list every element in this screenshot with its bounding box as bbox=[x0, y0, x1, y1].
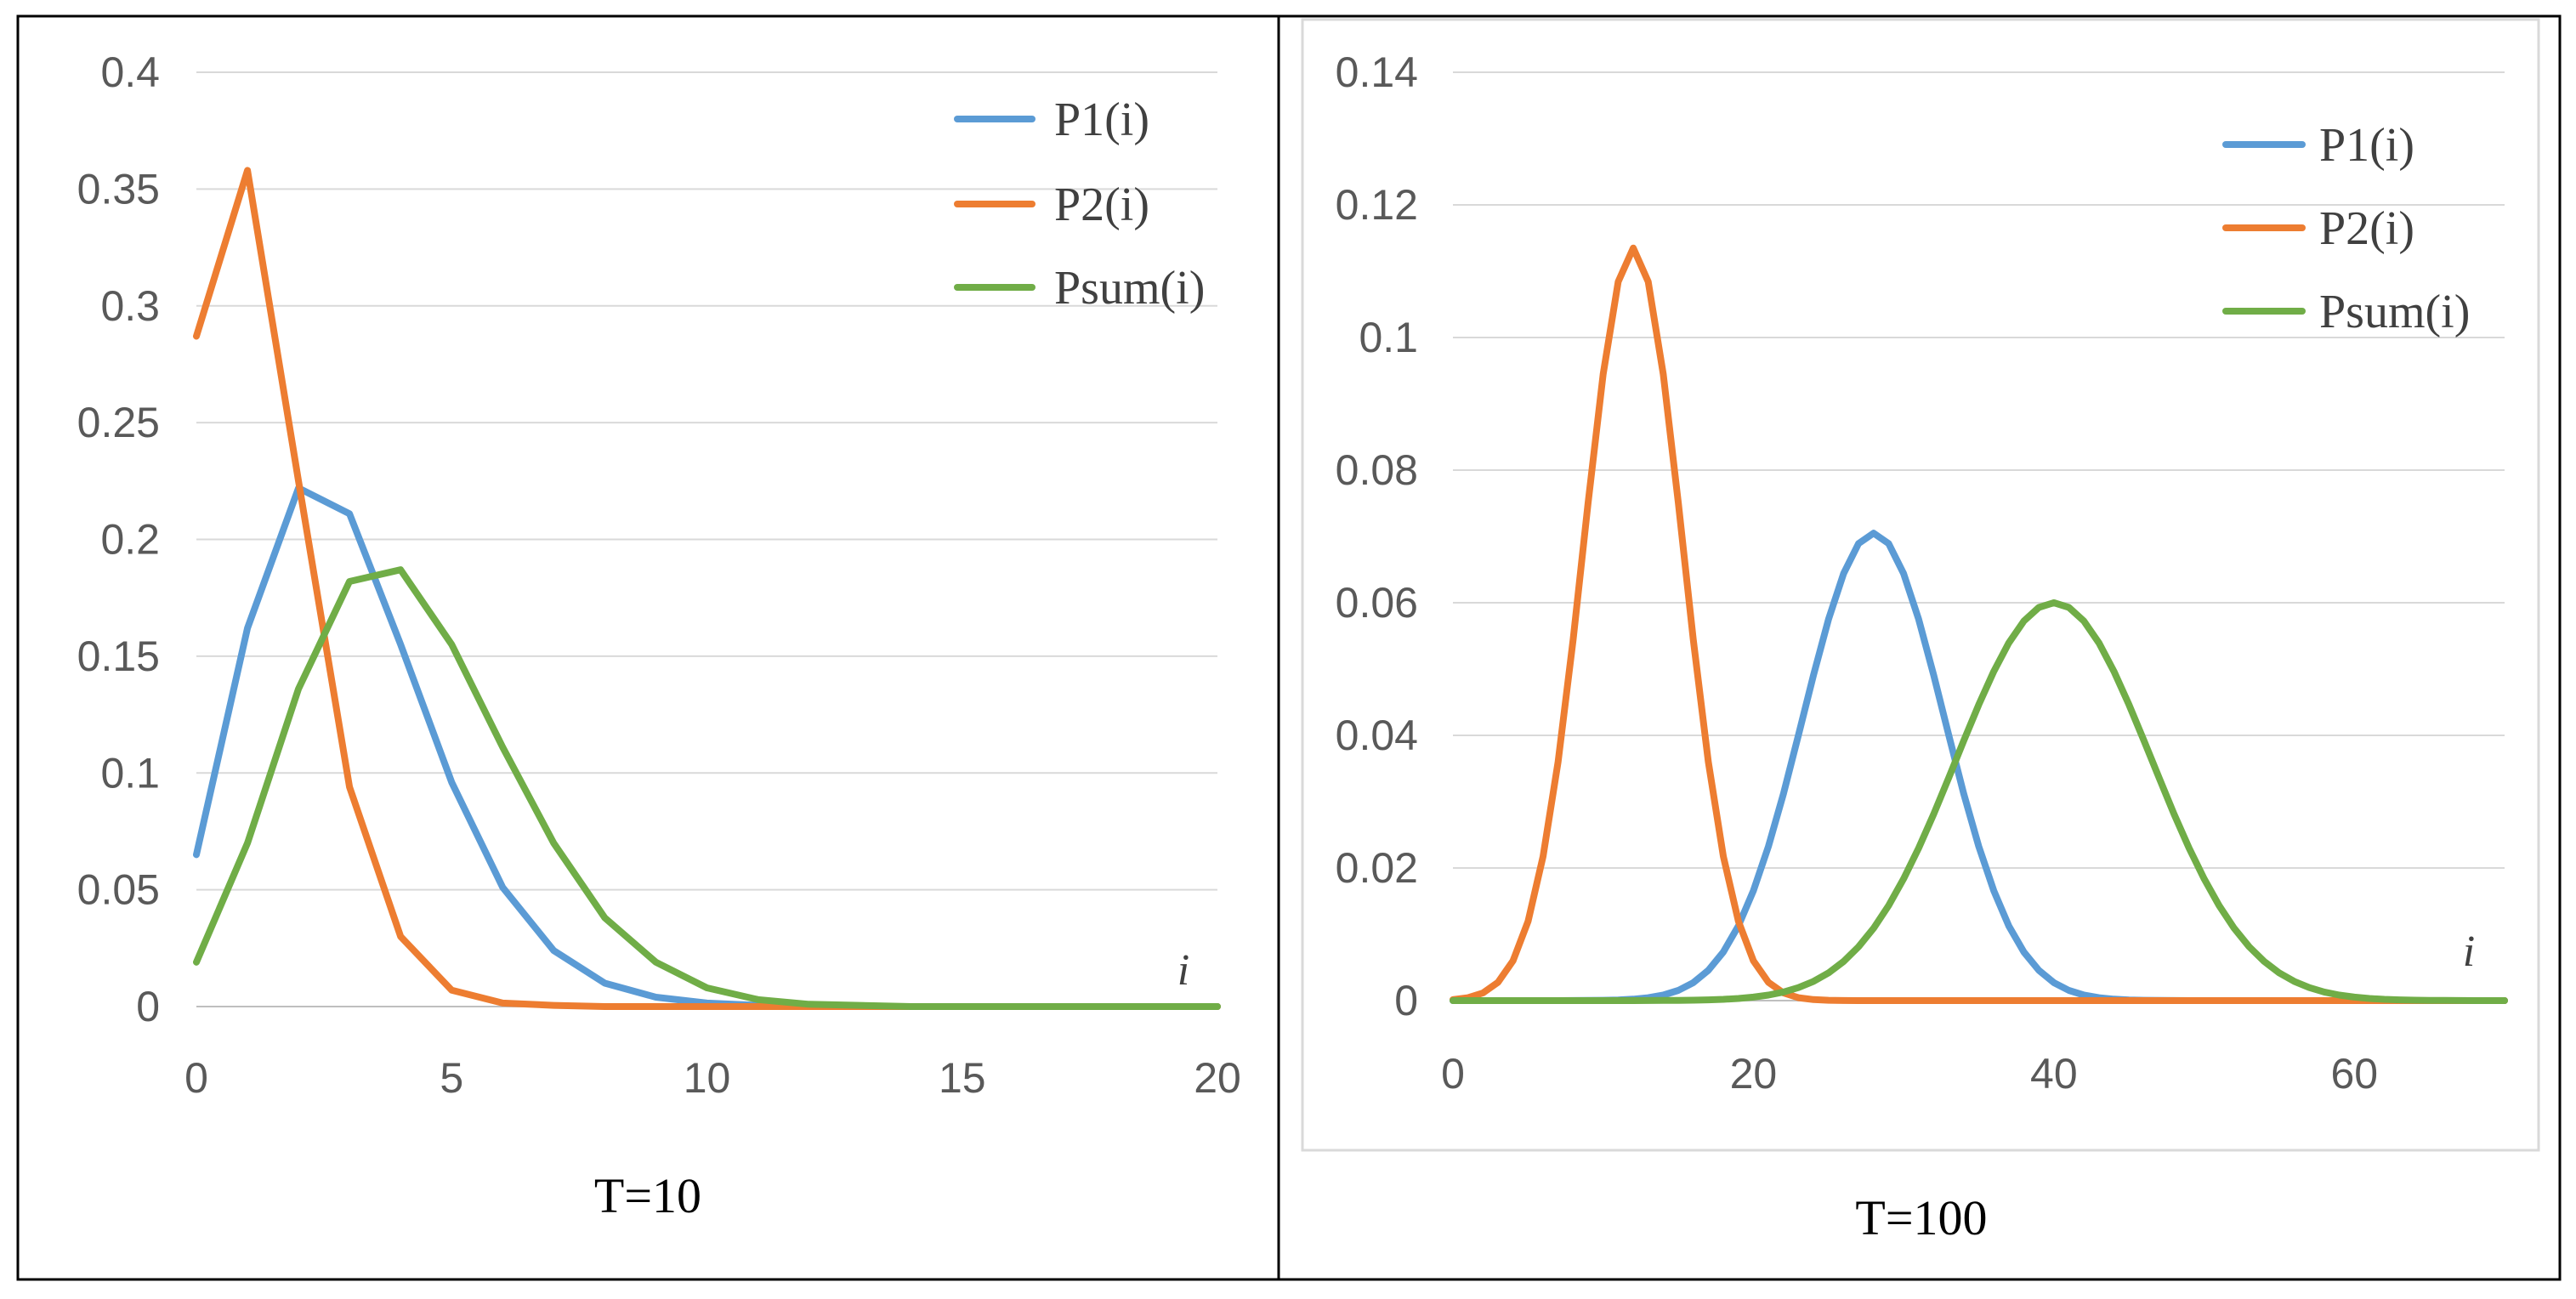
chart-title: T=10 bbox=[594, 1168, 701, 1223]
legend-label: P1(i) bbox=[1054, 94, 1149, 146]
x-tick-label: 40 bbox=[2030, 1050, 2078, 1098]
legend: P1(i) P2(i) Psum(i) bbox=[954, 94, 1205, 315]
x-tick-label: 15 bbox=[939, 1054, 986, 1102]
x-tick-label: 5 bbox=[440, 1054, 463, 1102]
y-tick-label: 0.3 bbox=[100, 282, 160, 330]
x-tick-label: 20 bbox=[1194, 1054, 1241, 1102]
y-tick-label: 0.25 bbox=[77, 399, 160, 446]
chart-t100: 0 0.02 0.04 0.06 0.08 0.1 0.12 0.14 0 20 40 60 P1(… bbox=[1336, 48, 2508, 1245]
y-tick-label: 0.35 bbox=[77, 165, 160, 213]
series-lines bbox=[193, 167, 1221, 1010]
y-tick-label: 0.02 bbox=[1336, 844, 1418, 892]
x-tick-label: 60 bbox=[2330, 1050, 2378, 1098]
x-axis-label: i bbox=[2463, 927, 2475, 976]
legend-label: P1(i) bbox=[2319, 119, 2414, 172]
legend-label: Psum(i) bbox=[2319, 286, 2470, 338]
series-line-p1i bbox=[193, 485, 1221, 1010]
x-tick-labels: 0 20 40 60 bbox=[1441, 1050, 2378, 1098]
y-tick-labels: 0 0.02 0.04 0.06 0.08 0.1 0.12 0.14 bbox=[1336, 48, 1418, 1024]
legend: P1(i) P2(i) Psum(i) bbox=[2222, 119, 2470, 338]
legend-label: P2(i) bbox=[1054, 179, 1149, 231]
x-tick-label: 0 bbox=[1441, 1050, 1465, 1098]
y-tick-labels: 0 0.05 0.1 0.15 0.2 0.25 0.3 0.35 0.4 bbox=[77, 48, 160, 1030]
y-tick-label: 0.2 bbox=[100, 516, 160, 564]
chart-area-border bbox=[1301, 18, 2540, 1152]
y-tick-label: 0 bbox=[136, 983, 160, 1030]
y-tick-label: 0.4 bbox=[100, 48, 160, 96]
y-tick-label: 0.1 bbox=[1359, 314, 1418, 361]
y-tick-label: 0.08 bbox=[1336, 446, 1418, 494]
chart-title: T=100 bbox=[1855, 1190, 1987, 1245]
y-tick-label: 0.06 bbox=[1336, 579, 1418, 627]
legend-label: Psum(i) bbox=[1054, 262, 1205, 315]
series-lines bbox=[1450, 244, 2508, 1004]
y-tick-label: 0 bbox=[1394, 977, 1418, 1024]
legend-label: P2(i) bbox=[2319, 202, 2414, 255]
y-tick-label: 0.12 bbox=[1336, 181, 1418, 229]
y-tick-label: 0.15 bbox=[77, 632, 160, 680]
series-line-psumi bbox=[1450, 599, 2508, 1004]
chart-t10: 0 0.05 0.1 0.15 0.2 0.25 0.3 0.35 0.4 0 5 10 15 20 P… bbox=[77, 48, 1241, 1223]
figure-border bbox=[16, 14, 2562, 1281]
y-tick-label: 0.05 bbox=[77, 866, 160, 914]
x-tick-label: 0 bbox=[184, 1054, 208, 1102]
x-tick-label: 10 bbox=[684, 1054, 731, 1102]
y-tick-label: 0.04 bbox=[1336, 712, 1418, 759]
x-axis-label: i bbox=[1177, 946, 1189, 995]
y-tick-label: 0.14 bbox=[1336, 48, 1418, 96]
x-tick-labels: 0 5 10 15 20 bbox=[184, 1054, 1241, 1102]
y-tick-label: 0.1 bbox=[100, 749, 160, 797]
series-line-psumi bbox=[193, 566, 1221, 1010]
x-tick-label: 20 bbox=[1730, 1050, 1778, 1098]
series-line-p2i bbox=[1450, 244, 2508, 1004]
